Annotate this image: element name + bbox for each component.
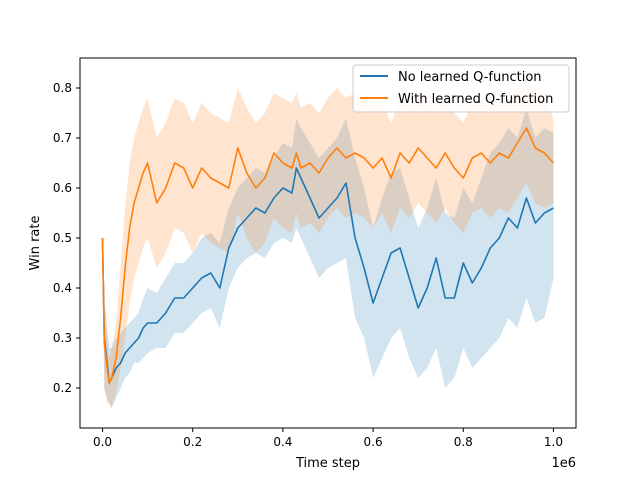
legend-box bbox=[352, 64, 570, 113]
line-with-q-function bbox=[101, 127, 555, 384]
x-tick-label: 0.4 bbox=[273, 435, 292, 449]
plot-frame bbox=[79, 57, 577, 429]
line-no-q-function bbox=[101, 167, 554, 384]
x-tick-label: 0.6 bbox=[364, 435, 383, 449]
y-axis-ticks: 0.2 0.3 0.4 0.5 0.6 0.7 0.8 bbox=[53, 81, 80, 395]
y-tick-label: 0.5 bbox=[53, 231, 72, 245]
legend: No learned Q-function With learned Q-fun… bbox=[352, 64, 570, 113]
x-tick-label: 0.0 bbox=[93, 435, 112, 449]
x-tick-label: 0.8 bbox=[454, 435, 473, 449]
x-axis-offset-label: 1e6 bbox=[551, 456, 576, 471]
y-tick-label: 0.8 bbox=[53, 81, 72, 95]
x-axis-ticks: 0.0 0.2 0.4 0.6 0.8 1.0 bbox=[93, 428, 563, 449]
legend-label-with-q-function: With learned Q-function bbox=[398, 92, 553, 107]
series-lines bbox=[101, 127, 555, 384]
y-tick-label: 0.3 bbox=[53, 331, 72, 345]
legend-label-no-q-function: No learned Q-function bbox=[398, 70, 542, 85]
y-axis-label: Win rate bbox=[28, 216, 43, 271]
y-tick-label: 0.6 bbox=[53, 181, 72, 195]
x-tick-label: 0.2 bbox=[183, 435, 202, 449]
confidence-bands bbox=[102, 78, 554, 408]
y-tick-label: 0.7 bbox=[53, 131, 72, 145]
x-axis-label: Time step bbox=[295, 456, 360, 471]
y-tick-label: 0.2 bbox=[53, 381, 72, 395]
y-tick-label: 0.4 bbox=[53, 281, 72, 295]
x-tick-label: 1.0 bbox=[544, 435, 563, 449]
band-no-q-function bbox=[102, 108, 554, 408]
